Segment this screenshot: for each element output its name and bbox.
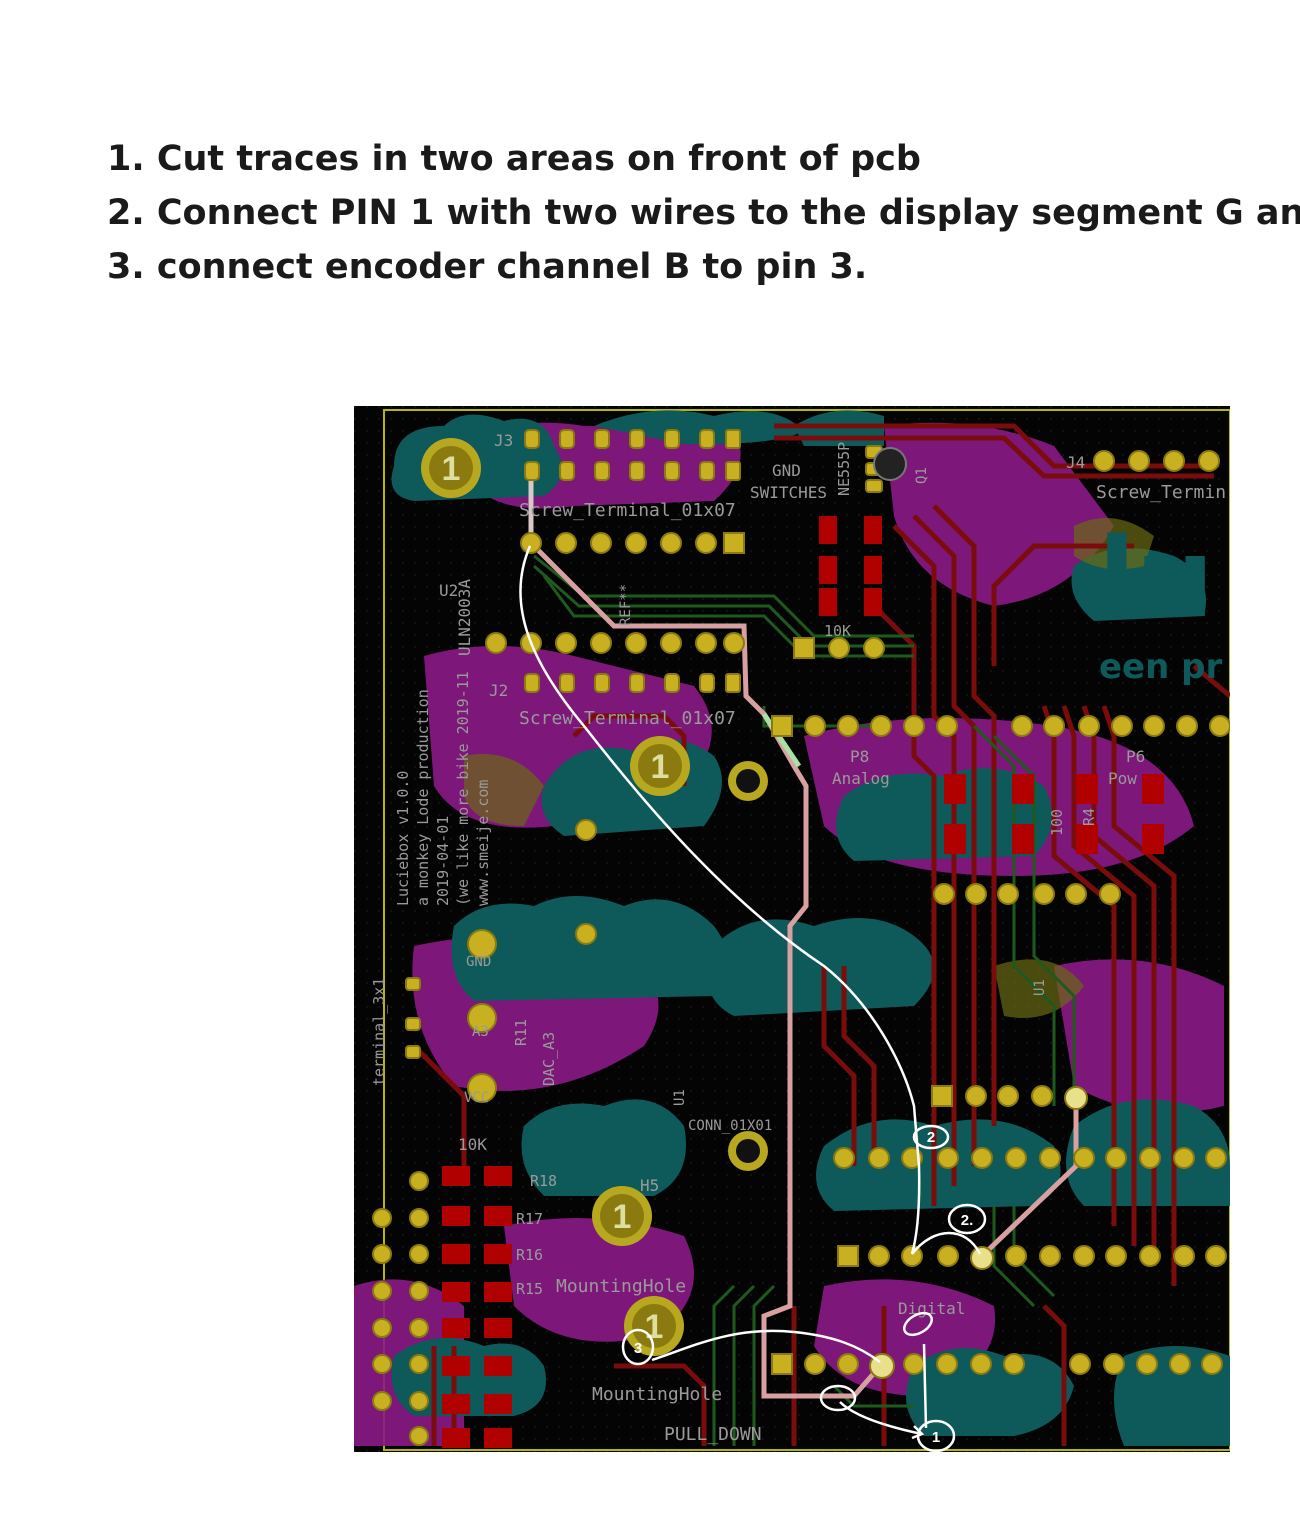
silk-r11: R11 (512, 1019, 530, 1046)
cut-mark-2 (819, 1384, 857, 1412)
p8-analog-header-pads (771, 715, 958, 737)
digital-row-pads (837, 1245, 1227, 1270)
note-label-2: 2 (927, 1129, 935, 1146)
silk-pow: Pow (1108, 769, 1137, 788)
board-logo: lu een pr (1098, 514, 1222, 687)
hole-label-3: 1 (613, 1198, 632, 1236)
circle-note-2 (912, 1124, 950, 1150)
silk-j2-value: Screw_Terminal_01x07 (519, 708, 736, 729)
pcb-layout-image: 1 1 1 1 J3 Screw_Terminal_01x07 J2 Screw… (354, 406, 1230, 1452)
silk-p6: P6 (1126, 747, 1145, 766)
instruction-step-2: 2. Connect PIN 1 with two wires to the d… (107, 193, 1300, 233)
silk-j4: J4 (1066, 453, 1085, 472)
silk-gnd-switches: GND (772, 461, 801, 480)
u2-pads (485, 532, 745, 654)
note-label-2b: 2. (961, 1212, 974, 1229)
silk-digital: Digital (898, 1299, 965, 1318)
note-label-3: 3 (634, 1340, 642, 1357)
hand-drawn-circles (621, 1124, 987, 1452)
wire-to-led (911, 1231, 982, 1255)
instruction-step-3: 3. connect encoder channel B to pin 3. (107, 247, 868, 287)
silk-pull-down: PULL_DOWN (664, 1424, 762, 1445)
hand-drawn-wires (519, 545, 982, 1440)
wire-pin1-left (839, 1401, 923, 1436)
instruction-step-1: 1. Cut traces in two areas on front of p… (107, 139, 921, 179)
silk-r16: R16 (516, 1246, 543, 1264)
silk-board-line2: a monkey Lode production (414, 689, 432, 906)
logo-tagline: een pr (1099, 647, 1222, 687)
mounting-holes (421, 438, 907, 1356)
silk-j4-value: Screw_Termin (1096, 482, 1226, 503)
note-label-1: 1 (932, 1429, 940, 1446)
silk-100: 100 (1048, 809, 1066, 836)
hand-drawn-labels: 2 2. 3 1 (634, 1129, 973, 1446)
circle-note-3 (621, 1328, 655, 1366)
silk-ref: REF** (618, 584, 634, 626)
silk-j3: J3 (494, 431, 513, 450)
silk-h5: H5 (640, 1176, 659, 1195)
smd-resistor-pads (442, 516, 1164, 1448)
j3-top-pads (524, 429, 741, 481)
wire-arrow (911, 1425, 925, 1440)
board-info-text: Luciebox v1.0.0 a monkey Lode production… (394, 671, 492, 906)
red-traces (412, 423, 1230, 1446)
silk-ne555: NE555P (835, 442, 853, 496)
silk-a3-pad: A3 (472, 1024, 489, 1040)
silk-board-line3: 2019-04-01 (434, 816, 452, 906)
circle-note-1 (916, 1419, 956, 1452)
silk-vcc-pad: VCC (464, 1090, 489, 1106)
silk-conn: CONN_01X01 (688, 1118, 772, 1134)
hole-label-1: 1 (442, 450, 461, 488)
mosfet-pads (793, 637, 885, 659)
j2-pads (524, 673, 741, 693)
hole-label-4: 1 (645, 1308, 664, 1346)
silk-r18: R18 (530, 1172, 557, 1190)
silk-u1: U1 (1032, 979, 1048, 996)
silk-r15: R15 (516, 1280, 543, 1298)
cut-mark-1 (903, 1311, 933, 1337)
cut-trace-highlight-green (761, 712, 802, 768)
silk-switches: SWITCHES (750, 483, 827, 502)
hole-label-2: 1 (651, 748, 670, 786)
wire-to-segment-g (519, 545, 921, 1255)
p6-power-header-pads (1011, 715, 1230, 737)
screw-terminal-left-pads (405, 819, 597, 1103)
instructions-list: 1. Cut traces in two areas on front of p… (107, 132, 1300, 294)
circle-note-2b (947, 1203, 987, 1235)
display-header-pads (931, 1085, 1088, 1110)
silk-j2: J2 (489, 681, 508, 700)
wire-pin1-down (922, 1343, 928, 1429)
pcb-drawing: 1 1 1 1 J3 Screw_Terminal_01x07 J2 Screw… (354, 406, 1230, 1452)
olive-fill-zones (464, 518, 1154, 1018)
silkscreen-text: J3 Screw_Terminal_01x07 J2 Screw_Termina… (370, 431, 1226, 1445)
board-outline (383, 409, 1230, 1451)
wire-to-encoder-b (651, 1329, 881, 1363)
silk-mounting-hole-2: MountingHole (592, 1384, 722, 1405)
silk-q1: Q1 (914, 467, 930, 484)
led-trace-highlight (980, 1098, 1079, 1258)
cut-trace-highlight (529, 541, 884, 1399)
silk-board-line5: www.smeije.com (474, 780, 492, 906)
silk-analog: Analog (832, 769, 890, 788)
silk-board-line4: (we like more bike 2019-11 (454, 671, 472, 906)
silk-10k: 10K (824, 622, 851, 640)
silk-gnd-pad: GND (466, 954, 491, 970)
silk-uln: ULN2003A (455, 579, 474, 656)
silk-dac: DAC_A3 (540, 1032, 558, 1086)
j4-pads (1093, 450, 1220, 472)
silk-r4: R4 (1080, 808, 1098, 826)
logo-text: lu (1098, 514, 1214, 642)
silk-r17: R17 (516, 1210, 543, 1228)
silk-u2: U2 (439, 581, 458, 600)
silk-10k-2: 10K (458, 1135, 487, 1154)
silk-mounting-hole: MountingHole (556, 1276, 686, 1297)
silk-j3-value: Screw_Terminal_01x07 (519, 500, 736, 521)
silk-board-title: Luciebox v1.0.0 (394, 771, 412, 906)
silk-p8: P8 (850, 747, 869, 766)
silk-terminal: terminal_3x1 (370, 978, 388, 1086)
left-column-pads (372, 1171, 429, 1446)
through-hole-pads (372, 429, 1230, 1446)
u1-upper-pads (933, 883, 1121, 905)
silk-u1-bottom: U1 (672, 1089, 688, 1106)
